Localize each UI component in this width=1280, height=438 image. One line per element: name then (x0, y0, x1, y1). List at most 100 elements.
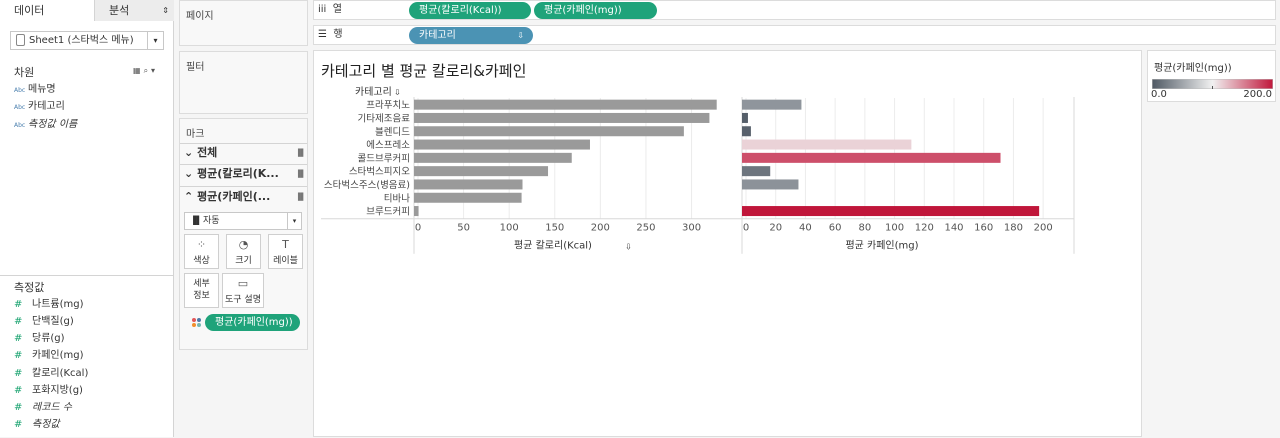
field-measure[interactable]: # 포화지방(g) (14, 382, 83, 399)
column-pill-calorie[interactable]: 평균(칼로리(Kcal)) (409, 2, 531, 19)
field-measure[interactable]: # 단백질(g) (14, 313, 74, 330)
field-measure[interactable]: # 칼로리(Kcal) (14, 365, 88, 382)
grid-view-icon[interactable]: ▦ (133, 66, 144, 75)
chevron-down-icon[interactable]: ▾ (147, 32, 163, 49)
tick-label: 20 (769, 223, 782, 234)
chevron-down-icon[interactable]: ▾ (287, 213, 301, 229)
datasource-icon (16, 34, 25, 46)
abc-icon: Abc (14, 104, 26, 111)
abc-icon: Abc (14, 87, 26, 94)
field-measure[interactable]: # 레코드 수 (14, 399, 72, 416)
rows-shelf[interactable]: ☰ 행 (313, 25, 1276, 45)
marks-row-all[interactable]: ⌄ 전체 ▐▌ (184, 143, 306, 163)
marks-row-label: 평균(카페인(... (197, 190, 271, 203)
field-label: 포화지방(g) (32, 385, 83, 396)
column-pill-caffeine[interactable]: 평균(카페인(mg)) (534, 2, 657, 19)
marks-row-calorie[interactable]: ⌄ 평균(칼로리(K... ▐▌ (184, 164, 306, 184)
field-measure[interactable]: # 나트륨(mg) (14, 296, 84, 313)
label-button[interactable]: T 레이블 (268, 234, 303, 269)
legend-gradient (1152, 79, 1273, 89)
field-measure[interactable]: # 카페인(mg) (14, 347, 84, 364)
abc-icon: Abc (14, 122, 26, 129)
calorie-bar (414, 112, 710, 123)
columns-icon: iii (318, 4, 327, 15)
tick-label: 300 (682, 223, 701, 234)
field-label: 칼로리(Kcal) (32, 368, 89, 379)
tick-label: 160 (974, 223, 993, 234)
rows-shelf-label: ☰ 행 (318, 26, 343, 44)
pages-card[interactable]: 페이지 (179, 0, 308, 46)
caffeine-bar (742, 112, 748, 123)
measure-icon: # (14, 299, 23, 310)
tooltip-button-label: 도구 설명 (225, 295, 261, 305)
measure-icon: # (14, 333, 23, 344)
measures-title: 측정값 (14, 281, 45, 294)
calorie-bar (414, 166, 549, 177)
tick-label: 100 (500, 223, 519, 234)
measure-icon: # (14, 350, 23, 361)
calorie-bar (414, 139, 590, 150)
tab-analytics[interactable]: 분석 ⇕ (94, 0, 174, 21)
pages-title: 페이지 (186, 11, 214, 22)
datasource-label: Sheet1 (스타벅스 메뉴) (29, 35, 134, 46)
legend-gradient-rect (1152, 79, 1273, 89)
tick-label: 60 (829, 223, 842, 234)
category-label: 브루드커피 (366, 207, 410, 218)
color-button[interactable]: ⁘ 색상 (184, 234, 219, 269)
size-button[interactable]: ◔ 크기 (226, 234, 261, 269)
color-dots-icon: ⁘ (196, 238, 207, 251)
marks-row-caffeine[interactable]: ⌃ 평균(카페인(... ▐▌ (184, 187, 306, 207)
marks-divider (180, 164, 307, 165)
category-label: 블렌디드 (375, 127, 410, 138)
calorie-bar (414, 152, 572, 163)
mark-type-select[interactable]: ▐▌ 자동 ▾ (184, 212, 302, 230)
collapse-chevron-icon: ⌃ (184, 190, 194, 203)
caffeine-bar (742, 139, 912, 150)
field-dimension[interactable]: Abc 메뉴명 (14, 81, 56, 98)
field-label: 카페인(mg) (32, 350, 84, 361)
color-legend[interactable]: 평균(카페인(mg)) 0.0 200.0 (1147, 50, 1276, 102)
calorie-bar (414, 99, 717, 110)
tick-label: 250 (636, 223, 655, 234)
color-encoding-icon (192, 318, 202, 328)
field-dimension[interactable]: Abc 측정값 이름 (14, 116, 77, 133)
tab-data[interactable]: 데이터 (0, 0, 94, 21)
caffeine-bar (742, 152, 1001, 163)
row-header-label: 카테고리 (355, 86, 392, 98)
caffeine-bar (742, 166, 771, 177)
data-pane-tabs: 데이터 분석 ⇕ (0, 0, 174, 21)
rows-label: 행 (333, 29, 343, 40)
field-label: 당류(g) (32, 333, 65, 344)
menu-chevron-icon[interactable]: ▾ (151, 66, 159, 75)
field-label: 측정값 (32, 419, 60, 430)
filters-card[interactable]: 필터 (179, 51, 308, 114)
tooltip-button[interactable]: ▭ 도구 설명 (222, 273, 264, 308)
category-label: 스타벅스주스(병음료) (324, 180, 410, 191)
field-label: 측정값 이름 (28, 119, 78, 130)
field-label: 메뉴명 (28, 84, 56, 95)
tick-label: 150 (545, 223, 564, 234)
size-icon: ◔ (238, 238, 249, 251)
measure-icon: # (14, 368, 23, 379)
bar-mark-icon: ▐▌ (295, 193, 306, 201)
search-icon[interactable]: ⌕ (143, 66, 152, 75)
color-field-pill[interactable]: 평균(카페인(mg)) (205, 314, 300, 331)
mark-type-label: 자동 (203, 216, 220, 226)
dimensions-title: 차원 (14, 66, 35, 79)
field-dimension[interactable]: Abc 카테고리 (14, 98, 65, 115)
datasource-select[interactable]: Sheet1 (스타벅스 메뉴) ▾ (10, 31, 164, 50)
tick-label: 0 (743, 223, 749, 234)
detail-button-label: 세부 정보 (193, 279, 210, 301)
pane-menu-icon[interactable]: ⇕ (162, 6, 169, 15)
color-button-label: 색상 (193, 256, 210, 266)
legend-max: 200.0 (1243, 89, 1272, 100)
detail-button[interactable]: 세부 정보 (184, 273, 219, 308)
category-label: 에스프레소 (366, 140, 410, 151)
field-measure[interactable]: # 당류(g) (14, 330, 65, 347)
row-pill-category[interactable]: 카테고리 ⇩ (409, 27, 533, 44)
axis-title: 평균 카페인(mg) (845, 240, 918, 252)
field-measure[interactable]: # 측정값 (14, 416, 60, 433)
marks-divider (180, 186, 307, 187)
field-label: 단백질(g) (32, 316, 74, 327)
